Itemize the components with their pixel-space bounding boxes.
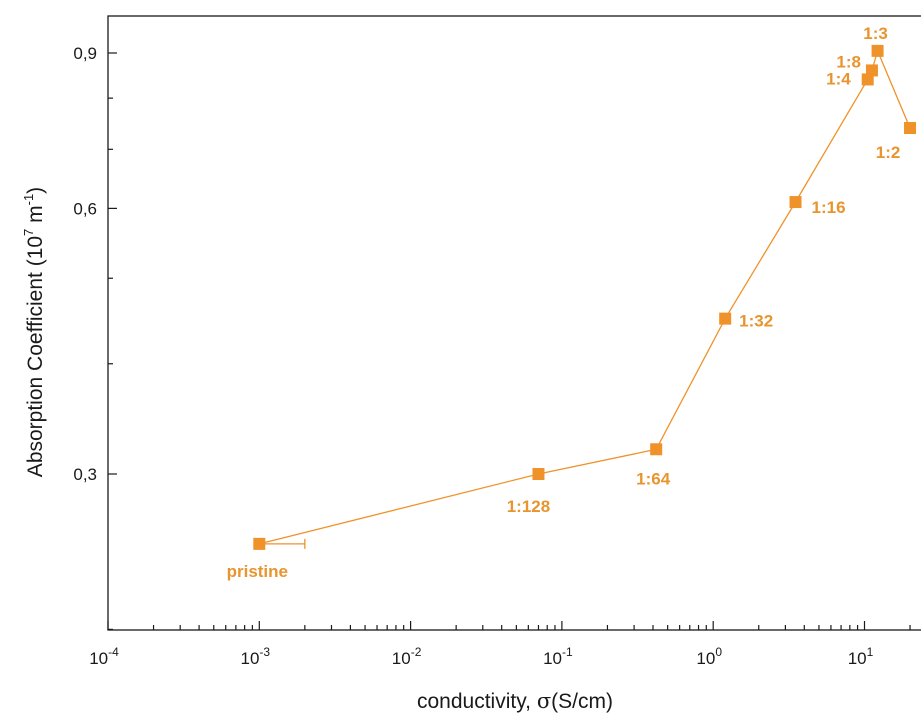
y-axis-title: Absorption Coefficient (107 m-1) <box>21 187 47 477</box>
y-tick-label: 0,6 <box>73 199 97 218</box>
data-point-marker <box>253 537 266 550</box>
data-point-label: 1:8 <box>836 52 861 71</box>
data-point-label: 1:2 <box>876 143 901 162</box>
data-point-marker <box>532 468 545 480</box>
plot-frame <box>107 15 921 631</box>
data-point-marker <box>904 122 917 135</box>
x-tick-label: 101 <box>848 645 874 668</box>
data-point-marker <box>789 196 802 209</box>
y-tick-label: 0,9 <box>73 44 97 63</box>
data-point-label: 1:32 <box>739 312 773 331</box>
data-point-label: 1:64 <box>636 469 671 488</box>
x-tick-label: 10-3 <box>241 645 271 668</box>
data-point-label: 1:128 <box>507 497 550 516</box>
data-points <box>253 44 917 550</box>
x-axis-ticks: 10-4 10-3 10-2 10-1 100 101 <box>89 621 911 668</box>
data-point-marker <box>719 312 732 325</box>
x-tick-label: 10-2 <box>392 645 422 668</box>
x-axis-title: conductivity, σ(S/cm) <box>417 689 613 713</box>
x-tick-label: 10-4 <box>89 645 119 668</box>
series-line <box>259 48 911 545</box>
x-tick-label: 100 <box>696 645 722 668</box>
data-point-label: pristine <box>227 562 288 581</box>
data-point-marker <box>865 64 878 77</box>
y-axis-ticks: 0,3 0,6 0,9 <box>73 44 117 630</box>
data-point-label: 1:4 <box>826 69 851 88</box>
data-point-marker <box>650 443 663 456</box>
data-point-marker <box>861 73 874 86</box>
y-tick-label: 0,3 <box>73 465 97 484</box>
error-bars <box>259 65 911 549</box>
data-point-marker <box>871 44 884 57</box>
data-point-label: 1:3 <box>863 24 888 43</box>
data-point-label: 1:16 <box>812 198 846 217</box>
point-labels: pristine 1:128 1:64 1:32 1:16 1:41:81:3 1:2 <box>227 24 901 581</box>
x-tick-label: 10-1 <box>543 645 573 668</box>
